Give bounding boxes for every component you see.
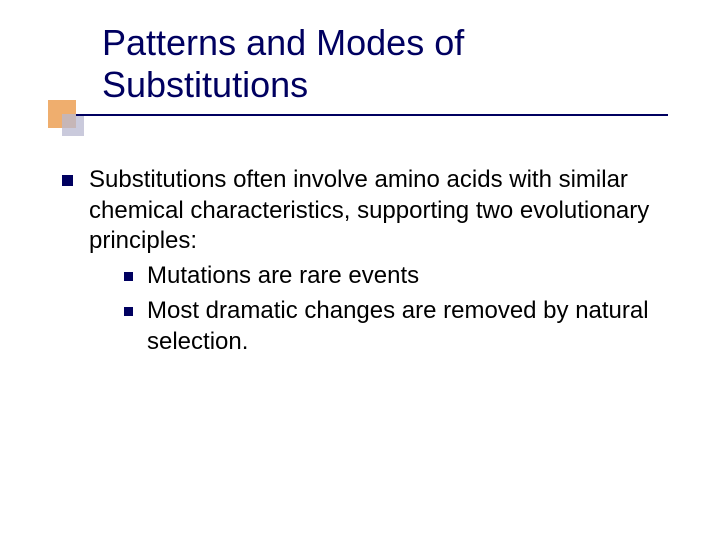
bullet-icon — [124, 307, 133, 316]
bullet-icon — [62, 175, 73, 186]
slide-title: Patterns and Modes of Substitutions — [48, 22, 680, 107]
bullet-text: Mutations are rare events — [147, 261, 419, 292]
sub-list: Mutations are rare events Most dramatic … — [124, 261, 670, 357]
list-item: Substitutions often involve amino acids … — [62, 165, 670, 257]
slide-title-block: Patterns and Modes of Substitutions — [48, 22, 680, 107]
list-item: Mutations are rare events — [124, 261, 670, 292]
bullet-icon — [124, 272, 133, 281]
list-item: Most dramatic changes are removed by nat… — [124, 296, 670, 357]
bullet-text: Substitutions often involve amino acids … — [89, 165, 670, 257]
title-decoration — [48, 100, 668, 136]
decoration-underline — [76, 114, 668, 116]
decoration-square-gray — [62, 114, 84, 136]
bullet-text: Most dramatic changes are removed by nat… — [147, 296, 670, 357]
slide-content: Substitutions often involve amino acids … — [62, 165, 670, 361]
